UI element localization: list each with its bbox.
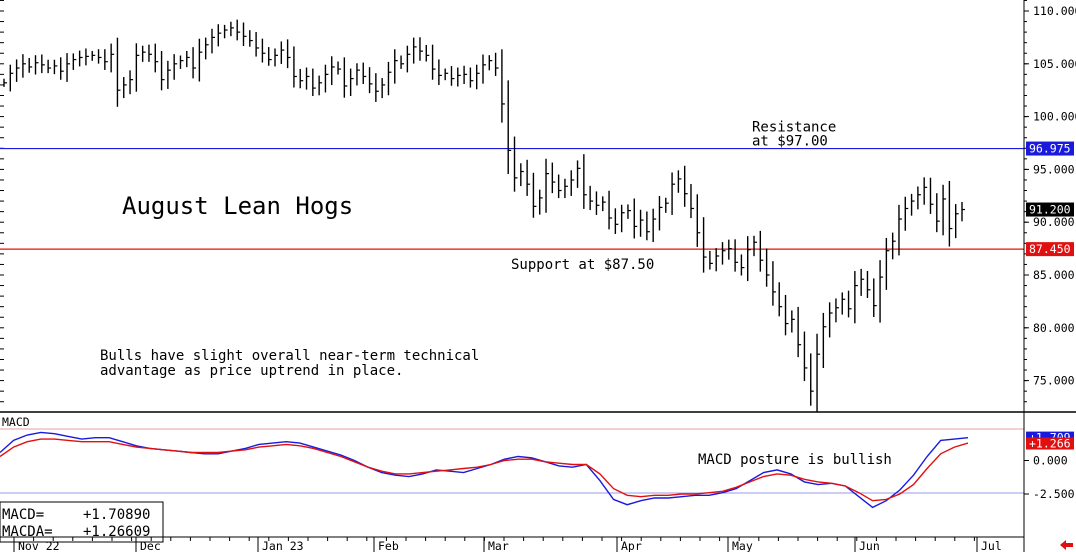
- resistance-label-line-1: Resistance: [752, 120, 836, 136]
- macd-y-tick-label: 0.000: [1033, 454, 1068, 468]
- y-tick-label: 75.000: [1033, 374, 1075, 388]
- x-tick-label: Dec: [140, 539, 161, 552]
- scroll-left-arrow-icon[interactable]: [1060, 540, 1073, 550]
- x-tick-label: Feb: [378, 539, 399, 552]
- macda-readout-label: MACDA=: [2, 524, 53, 540]
- macd-panel: 0.000 -2.500 MACD +1.709+1.266 MACD postu…: [0, 415, 1075, 543]
- x-tick-label: Jun: [859, 539, 880, 552]
- y-tick-label: 110.000: [1033, 4, 1076, 18]
- macd-line-macda: [0, 438, 969, 502]
- price-y-axis: 110.000 105.000 100.000 95.000 90.000 85.000 8…: [0, 0, 1076, 403]
- annotation-line-1: Bulls have slight overall near-term tech…: [100, 348, 479, 364]
- y-tick-label: 105.000: [1033, 57, 1076, 71]
- x-tick-label: Jan 23: [262, 539, 304, 552]
- macd-series: +1.709+1.266: [0, 431, 1074, 509]
- support-label: Support at $87.50: [511, 257, 654, 273]
- level-tag-box: [1026, 141, 1074, 156]
- macd-y-tick-label: -2.500: [1033, 487, 1075, 501]
- macd-readout-value: +1.70890: [83, 507, 150, 523]
- macd-y-axis: 0.000 -2.500: [0, 428, 1075, 501]
- level-tag-box: [1026, 242, 1074, 257]
- macd-readout-label: MACD=: [2, 507, 44, 523]
- last-price-tag: 91.200: [1029, 203, 1071, 217]
- chart-title: August Lean Hogs: [122, 192, 353, 220]
- level-tag-value: 96.975: [1029, 142, 1071, 156]
- annotation-line-2: advantage as price uptrend in place.: [100, 363, 403, 379]
- y-tick-label: 100.000: [1033, 110, 1076, 124]
- macd-tag-value: +1.266: [1029, 437, 1071, 451]
- macd-panel-title: MACD: [2, 415, 30, 429]
- y-tick-label: 95.000: [1033, 162, 1075, 176]
- last-price-tag-box: [1026, 202, 1074, 217]
- y-tick-label: 80.000: [1033, 321, 1075, 335]
- resistance-label-line-2: at $97.00: [752, 134, 828, 150]
- macd-tag-box: [1026, 437, 1074, 450]
- x-tick-label: May: [732, 539, 753, 552]
- x-tick-label: Mar: [488, 539, 509, 552]
- x-axis: Nov 22 Dec Jan 23 Feb Mar Apr May Jun Jul: [13, 537, 1002, 552]
- level-tag-value: 87.450: [1029, 242, 1071, 256]
- macd-annotation: MACD posture is bullish: [698, 452, 892, 468]
- macd-line-macd: [0, 431, 969, 509]
- y-tick-label: 85.000: [1033, 268, 1075, 282]
- x-tick-label: Apr: [621, 539, 642, 552]
- price-bars: 91.200: [3, 19, 1074, 412]
- macd-readout: MACD= +1.70890 MACDA= +1.26609: [0, 501, 164, 543]
- y-tick-label: 90.000: [1033, 215, 1075, 229]
- x-tick-label: Jul: [981, 539, 1002, 552]
- price-panel: 110.000 105.000 100.000 95.000 90.000 85.000 8…: [0, 0, 1076, 412]
- x-tick-label: Nov 22: [18, 539, 60, 552]
- macda-readout-value: +1.26609: [83, 524, 150, 540]
